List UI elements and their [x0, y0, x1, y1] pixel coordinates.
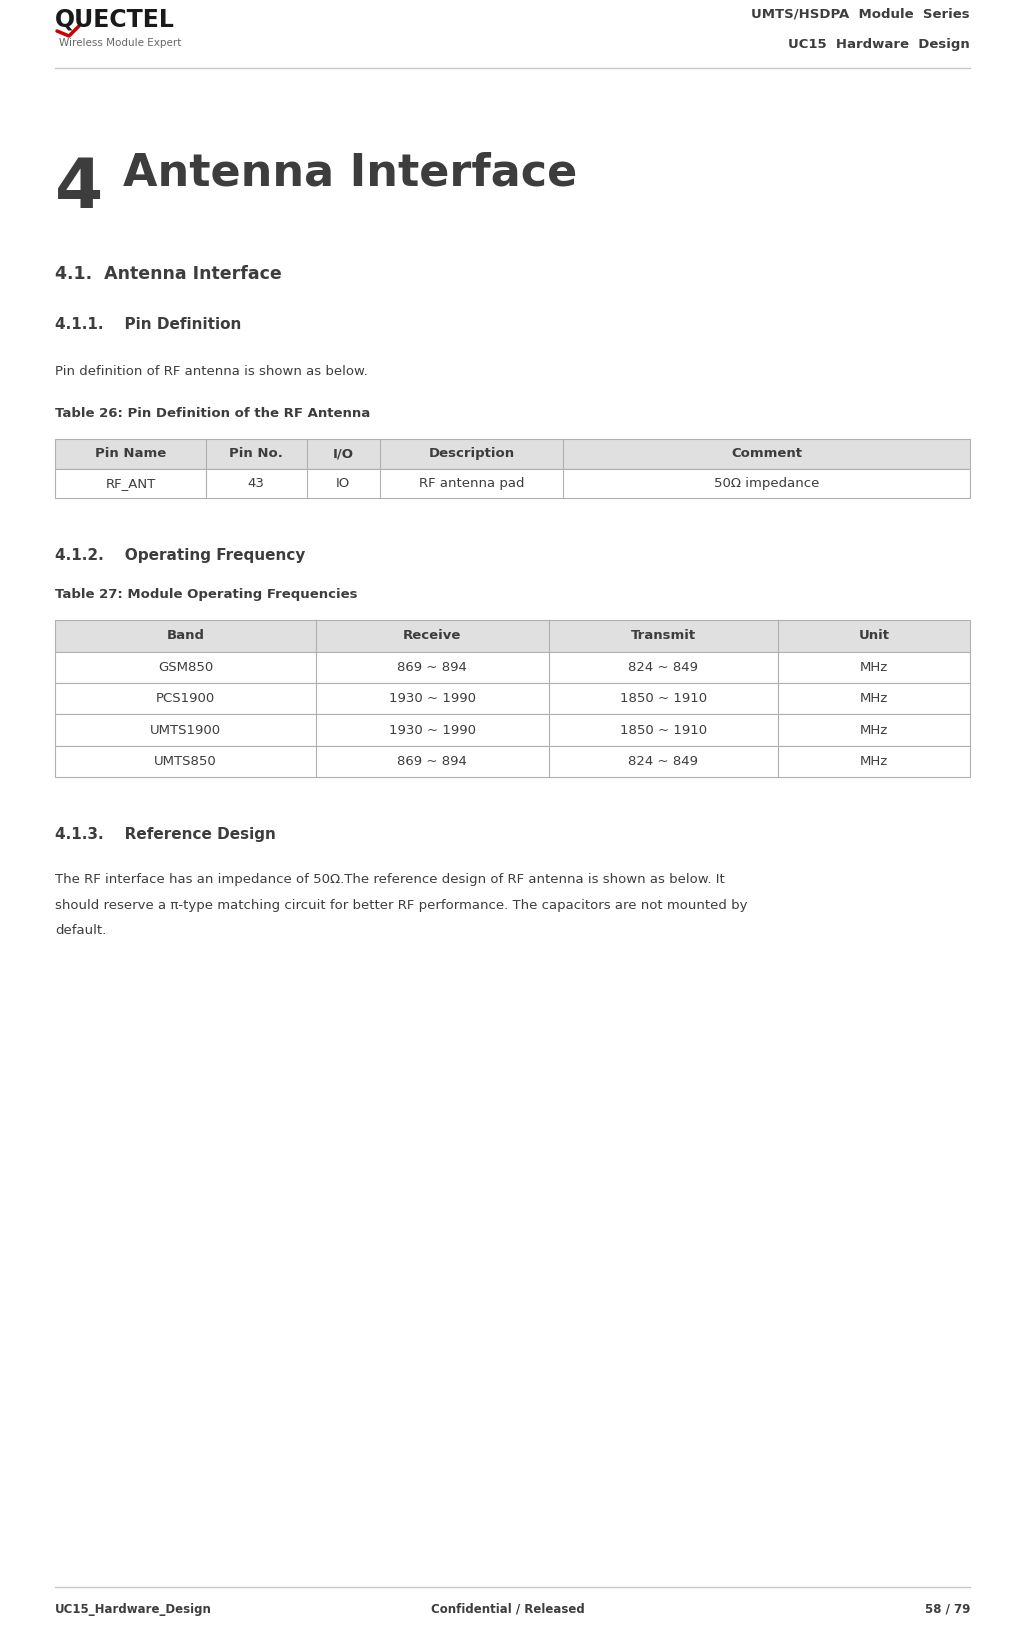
Text: UMTS850: UMTS850: [154, 756, 217, 769]
Bar: [55, 651, 970, 683]
Text: Unit: Unit: [859, 629, 889, 642]
Text: 50Ω impedance: 50Ω impedance: [714, 477, 819, 490]
Text: Pin definition of RF antenna is shown as below.: Pin definition of RF antenna is shown as…: [55, 365, 367, 379]
Bar: [55, 746, 970, 777]
Text: 824 ~ 849: 824 ~ 849: [628, 661, 698, 674]
Text: Receive: Receive: [403, 629, 462, 642]
Bar: [55, 620, 970, 651]
Text: Confidential / Released: Confidential / Released: [430, 1603, 585, 1616]
Text: 869 ~ 894: 869 ~ 894: [398, 756, 467, 769]
Text: Antenna Interface: Antenna Interface: [123, 152, 578, 195]
Bar: [55, 439, 970, 469]
Text: 4.1.3.    Reference Design: 4.1.3. Reference Design: [55, 828, 276, 842]
Text: should reserve a π-type matching circuit for better RF performance. The capacito: should reserve a π-type matching circuit…: [55, 900, 747, 911]
Text: 824 ~ 849: 824 ~ 849: [628, 756, 698, 769]
Text: Transmit: Transmit: [631, 629, 696, 642]
Bar: [55, 469, 970, 498]
Text: IO: IO: [336, 477, 350, 490]
Text: GSM850: GSM850: [157, 661, 213, 674]
Bar: [55, 683, 970, 715]
Text: Pin Name: Pin Name: [94, 447, 166, 461]
Text: UC15_Hardware_Design: UC15_Hardware_Design: [55, 1603, 212, 1616]
Text: Band: Band: [166, 629, 204, 642]
Text: Table 27: Module Operating Frequencies: Table 27: Module Operating Frequencies: [55, 588, 357, 602]
Text: default.: default.: [55, 924, 107, 938]
Text: Table 26: Pin Definition of the RF Antenna: Table 26: Pin Definition of the RF Anten…: [55, 406, 370, 420]
Text: 4: 4: [55, 156, 104, 221]
Text: MHz: MHz: [860, 692, 888, 705]
Bar: [55, 715, 970, 746]
Text: UMTS/HSDPA  Module  Series: UMTS/HSDPA Module Series: [751, 8, 970, 21]
Text: 1930 ~ 1990: 1930 ~ 1990: [389, 724, 476, 738]
Text: 4.1.  Antenna Interface: 4.1. Antenna Interface: [55, 266, 282, 284]
Text: PCS1900: PCS1900: [155, 692, 215, 705]
Text: The RF interface has an impedance of 50Ω.The reference design of RF antenna is s: The RF interface has an impedance of 50Ω…: [55, 874, 725, 887]
Text: 1850 ~ 1910: 1850 ~ 1910: [620, 692, 707, 705]
Text: MHz: MHz: [860, 756, 888, 769]
Text: 1930 ~ 1990: 1930 ~ 1990: [389, 692, 476, 705]
Text: UMTS1900: UMTS1900: [150, 724, 221, 738]
Text: 4.1.1.    Pin Definition: 4.1.1. Pin Definition: [55, 316, 242, 333]
Text: RF antenna pad: RF antenna pad: [418, 477, 524, 490]
Text: 869 ~ 894: 869 ~ 894: [398, 661, 467, 674]
Text: MHz: MHz: [860, 661, 888, 674]
Text: Description: Description: [428, 447, 515, 461]
Text: 4.1.2.    Operating Frequency: 4.1.2. Operating Frequency: [55, 547, 306, 564]
Text: Comment: Comment: [731, 447, 802, 461]
Text: 58 / 79: 58 / 79: [925, 1603, 970, 1616]
Text: 43: 43: [248, 477, 265, 490]
Text: MHz: MHz: [860, 724, 888, 738]
Text: I/O: I/O: [333, 447, 353, 461]
Text: Pin No.: Pin No.: [229, 447, 283, 461]
Text: RF_ANT: RF_ANT: [106, 477, 155, 490]
Text: 1850 ~ 1910: 1850 ~ 1910: [620, 724, 707, 738]
Text: UC15  Hardware  Design: UC15 Hardware Design: [789, 38, 970, 51]
Text: QUECTEL: QUECTEL: [55, 8, 175, 33]
Text: Wireless Module Expert: Wireless Module Expert: [59, 38, 182, 48]
